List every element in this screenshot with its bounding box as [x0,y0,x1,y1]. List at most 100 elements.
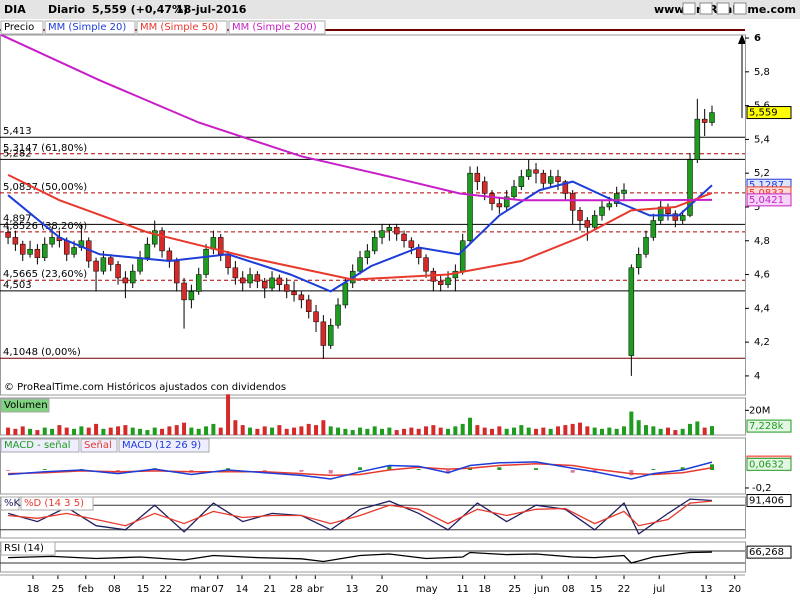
volume-bar [160,428,165,435]
x-tick-label: 21 [263,584,276,595]
x-tick-label: abr [307,584,324,595]
x-tick-label: 14 [236,584,249,595]
volume-bar [13,428,18,435]
symbol: DIA [4,3,26,16]
volume-bar [204,426,209,435]
histogram-bar [629,470,634,476]
candle-body [525,169,532,177]
volume-bar [556,426,561,435]
volume-bar [519,425,524,435]
volume-bar [475,425,480,435]
volume-bar [28,428,33,435]
candle-body [313,311,319,323]
level-label: 5,3147 (61,80%) [3,143,87,154]
candle-body [606,203,613,208]
candle-body [5,232,11,238]
volume-bar [372,426,377,435]
series-line [0,33,713,202]
volume-bar [416,428,421,435]
volume-bar [94,423,99,435]
level-label: 5,413 [3,126,32,137]
x-tick-label: 28 [290,584,303,595]
candle-body [195,274,202,292]
volume-bar [343,428,348,435]
volume-bar [622,426,627,435]
note: © ProRealTime.com Históricos ajustados c… [4,381,286,393]
value-tag-label: 66,268 [749,547,784,558]
icon[interactable] [733,2,747,15]
x-tick-label: 07 [211,584,224,595]
volume-bar [248,427,253,435]
candle-body [701,118,708,123]
legend-box [0,398,50,413]
volume-bar [262,426,267,435]
y-tick-label: 5,4 [754,134,770,145]
candle-body [144,243,151,258]
x-tick-label: jun [533,584,549,595]
y-tick-label: 5 [754,202,760,213]
candle-body [694,118,701,160]
histogram-bar [651,469,656,470]
volume-bar [277,425,282,435]
candle-body [445,277,451,285]
candle-body [100,257,107,272]
legend-box [20,496,94,511]
volume-bar [123,425,128,435]
volume-bar [116,426,121,435]
legend-box [118,438,210,453]
volume-bar [336,427,341,435]
candle-body [298,294,305,301]
candle-body [291,291,297,296]
candle-body [261,281,268,289]
candle-body [650,220,657,238]
candle-body [533,169,539,174]
histogram-bar [226,468,231,470]
x-tick-label: 22 [618,584,631,595]
volume-bar [226,394,231,435]
y-tick-label: 4 [754,371,760,382]
candle-body [511,186,517,198]
volume-bar [64,427,69,435]
icon[interactable] [716,2,730,15]
candle-body [459,240,466,272]
volume-bar [453,426,458,435]
y-tick-label: 4,2 [754,337,770,348]
candle-body [489,193,495,204]
volume-bar [695,421,700,435]
candle-body [159,230,165,252]
period: Diario [48,3,86,16]
legend-entry: MM (Simple 50) [140,22,218,33]
candle-body [357,257,363,272]
level-label: 4,5665 (23,60%) [3,269,87,280]
y-tick-label: 4,4 [754,303,770,314]
volume-bar [35,430,40,435]
candle-body [672,213,679,221]
icon[interactable] [699,2,713,15]
x-tick-label: 20 [728,584,741,595]
legend-entry: MM (Simple 20) [48,22,126,33]
candle-body [12,237,19,245]
histogram-bar [680,467,685,470]
series-line [8,551,713,564]
series-line [8,500,713,527]
volume-bar [233,420,238,435]
candle-body [364,250,371,258]
candle-body [481,181,488,194]
icon[interactable] [682,2,696,15]
volume-bar [710,426,715,435]
candle-body [709,112,715,123]
volume-bar [482,427,487,435]
y-tick-label: 4,8 [754,236,770,247]
candle-body [621,189,627,194]
volume-bar [196,428,201,435]
volume-bar [578,422,583,435]
candle-body [687,159,693,216]
legend-entry: RSI (14) [4,543,44,554]
candle-body [628,267,635,356]
volume-bar [174,425,179,435]
candle-body [342,282,349,306]
volume-bar [50,428,55,435]
volume-bar [138,428,143,435]
legend-box [228,20,326,35]
y-tick-label: 4,6 [754,270,770,281]
